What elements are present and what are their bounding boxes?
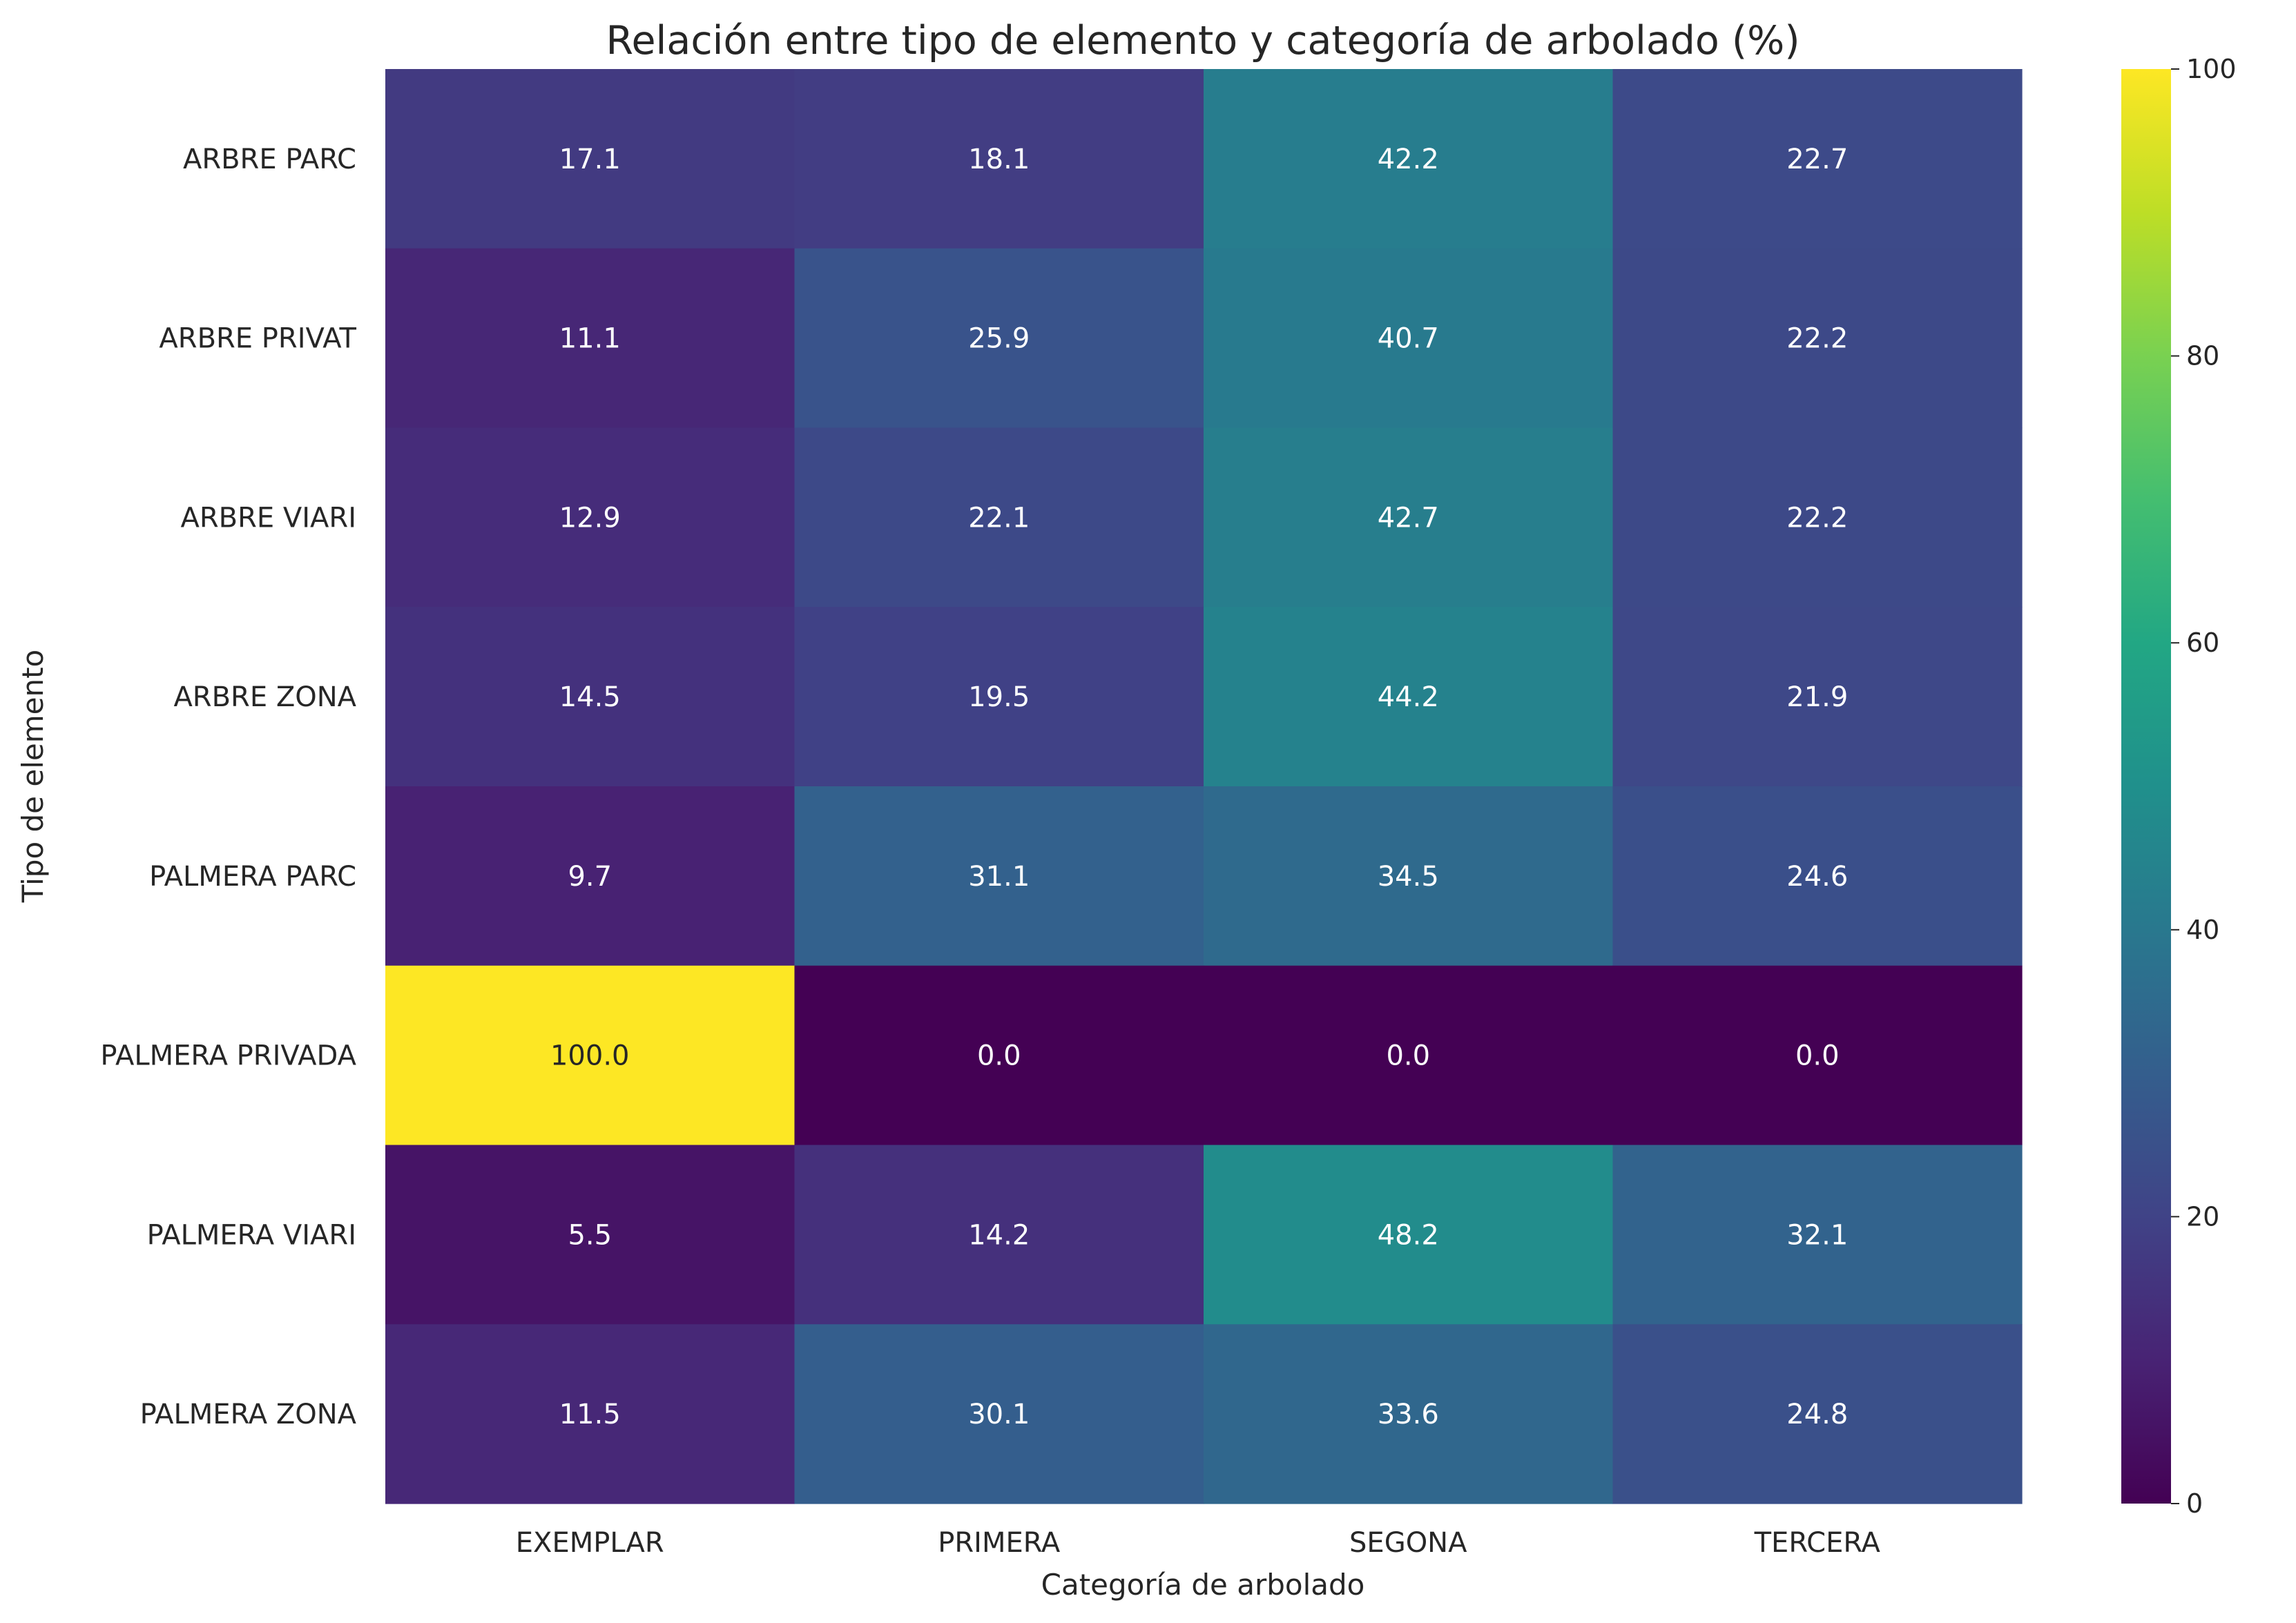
cell-value-label: 22.1 xyxy=(968,502,1030,534)
cell-value-label: 18.1 xyxy=(968,144,1030,175)
heatmap-cell xyxy=(1612,1145,2023,1325)
cell-value-label: 0.0 xyxy=(1386,1040,1430,1072)
cell-value-label: 24.6 xyxy=(1786,861,1848,893)
heatmap-cell xyxy=(385,965,795,1146)
heatmap-cell xyxy=(794,1324,1204,1504)
colorbar-tick-label: 40 xyxy=(2186,915,2219,945)
cell-value-label: 22.7 xyxy=(1786,144,1848,175)
colorbar-ticks: 0 20 40 60 80 100 xyxy=(2171,54,2237,1519)
cell-value-label: 42.2 xyxy=(1378,144,1439,175)
y-tick-label: ARBRE PRIVAT xyxy=(159,323,356,355)
cell-value-label: 24.8 xyxy=(1786,1399,1848,1430)
colorbar-tick-label: 100 xyxy=(2186,54,2237,84)
cell-value-label: 22.2 xyxy=(1786,323,1848,355)
x-axis-ticks: EXEMPLAR PRIMERA SEGONA TERCERA xyxy=(516,1527,1881,1559)
cell-value-label: 11.5 xyxy=(559,1399,621,1430)
heatmap-cell xyxy=(1612,69,2023,249)
cell-value-label: 14.5 xyxy=(559,681,621,713)
cell-value-label: 30.1 xyxy=(968,1399,1030,1430)
y-tick-label: PALMERA PRIVADA xyxy=(100,1040,356,1072)
heatmap-cell xyxy=(385,1145,795,1325)
x-axis-label: Categoría de arbolado xyxy=(1041,1568,1365,1602)
colorbar-tick-label: 80 xyxy=(2186,341,2219,371)
heatmap-cells xyxy=(385,69,2023,1504)
cell-value-label: 19.5 xyxy=(968,681,1030,713)
cell-value-label: 9.7 xyxy=(568,861,612,893)
heatmap-cell xyxy=(385,607,795,787)
x-tick-label: PRIMERA xyxy=(938,1527,1061,1559)
heatmap-cell xyxy=(794,69,1204,249)
colorbar: 0 20 40 60 80 100 xyxy=(2121,54,2237,1519)
cell-value-label: 33.6 xyxy=(1378,1399,1439,1430)
heatmap-cell xyxy=(385,248,795,429)
heatmap-cell xyxy=(1612,965,2023,1146)
colorbar-tick-label: 20 xyxy=(2186,1201,2219,1232)
cell-value-label: 11.1 xyxy=(559,323,621,355)
cell-value-label: 17.1 xyxy=(559,144,621,175)
heatmap-cell xyxy=(794,248,1204,429)
chart-title: Relación entre tipo de elemento y catego… xyxy=(606,18,1800,64)
heatmap-cell xyxy=(1204,69,1614,249)
cell-value-label: 31.1 xyxy=(968,861,1030,893)
y-tick-label: PALMERA ZONA xyxy=(140,1399,357,1430)
cell-value-label: 25.9 xyxy=(968,323,1030,355)
cell-value-label: 0.0 xyxy=(1795,1040,1840,1072)
heatmap-cell xyxy=(794,607,1204,787)
y-tick-label: ARBRE ZONA xyxy=(173,681,356,713)
heatmap-cell xyxy=(794,427,1204,608)
heatmap-cell xyxy=(1612,607,2023,787)
heatmap-cell xyxy=(1612,427,2023,608)
cell-value-label: 12.9 xyxy=(559,502,621,534)
y-axis-ticks: ARBRE PARC ARBRE PRIVAT ARBRE VIARI ARBRE Z… xyxy=(100,144,356,1430)
cell-value-label: 32.1 xyxy=(1786,1219,1848,1251)
heatmap-cell xyxy=(1204,1145,1614,1325)
cell-value-label: 48.2 xyxy=(1378,1219,1439,1251)
heatmap-cell xyxy=(794,786,1204,966)
heatmap-cell xyxy=(1204,1324,1614,1504)
colorbar-gradient xyxy=(2121,69,2171,1504)
y-tick-label: PALMERA PARC xyxy=(149,861,356,893)
heatmap-cell xyxy=(385,69,795,249)
cell-value-label: 21.9 xyxy=(1786,681,1848,713)
x-tick-label: EXEMPLAR xyxy=(516,1527,664,1559)
colorbar-tick-label: 60 xyxy=(2186,628,2219,658)
y-axis-label: Tipo de elemento xyxy=(16,650,50,903)
y-tick-label: ARBRE PARC xyxy=(183,144,356,175)
heatmap-cell xyxy=(1204,427,1614,608)
colorbar-tick-label: 0 xyxy=(2186,1488,2203,1519)
cell-value-label: 40.7 xyxy=(1378,323,1439,355)
heatmap-cell xyxy=(794,1145,1204,1325)
heatmap-cell xyxy=(794,965,1204,1146)
heatmap-cell-labels: 17.1 18.1 42.2 22.7 11.1 25.9 40.7 22.2 12.9 22.1… xyxy=(550,144,1848,1430)
heatmap-cell xyxy=(1612,1324,2023,1504)
cell-value-label: 100.0 xyxy=(550,1040,630,1072)
cell-value-label: 5.5 xyxy=(568,1219,612,1251)
cell-value-label: 0.0 xyxy=(977,1040,1021,1072)
y-tick-label: PALMERA VIARI xyxy=(147,1219,356,1251)
heatmap-cell xyxy=(385,427,795,608)
heatmap-cell xyxy=(1612,786,2023,966)
y-tick-label: ARBRE VIARI xyxy=(181,502,357,534)
cell-value-label: 34.5 xyxy=(1378,861,1439,893)
heatmap-cell xyxy=(1204,786,1614,966)
cell-value-label: 44.2 xyxy=(1378,681,1439,713)
cell-value-label: 22.2 xyxy=(1786,502,1848,534)
heatmap-cell xyxy=(385,1324,795,1504)
heatmap-cell xyxy=(1612,248,2023,429)
cell-value-label: 42.7 xyxy=(1378,502,1439,534)
heatmap-cell xyxy=(1204,965,1614,1146)
heatmap-cell xyxy=(1204,248,1614,429)
heatmap-cell xyxy=(1204,607,1614,787)
x-tick-label: SEGONA xyxy=(1349,1527,1467,1559)
x-tick-label: TERCERA xyxy=(1754,1527,1881,1559)
heatmap-cell xyxy=(385,786,795,966)
cell-value-label: 14.2 xyxy=(968,1219,1030,1251)
